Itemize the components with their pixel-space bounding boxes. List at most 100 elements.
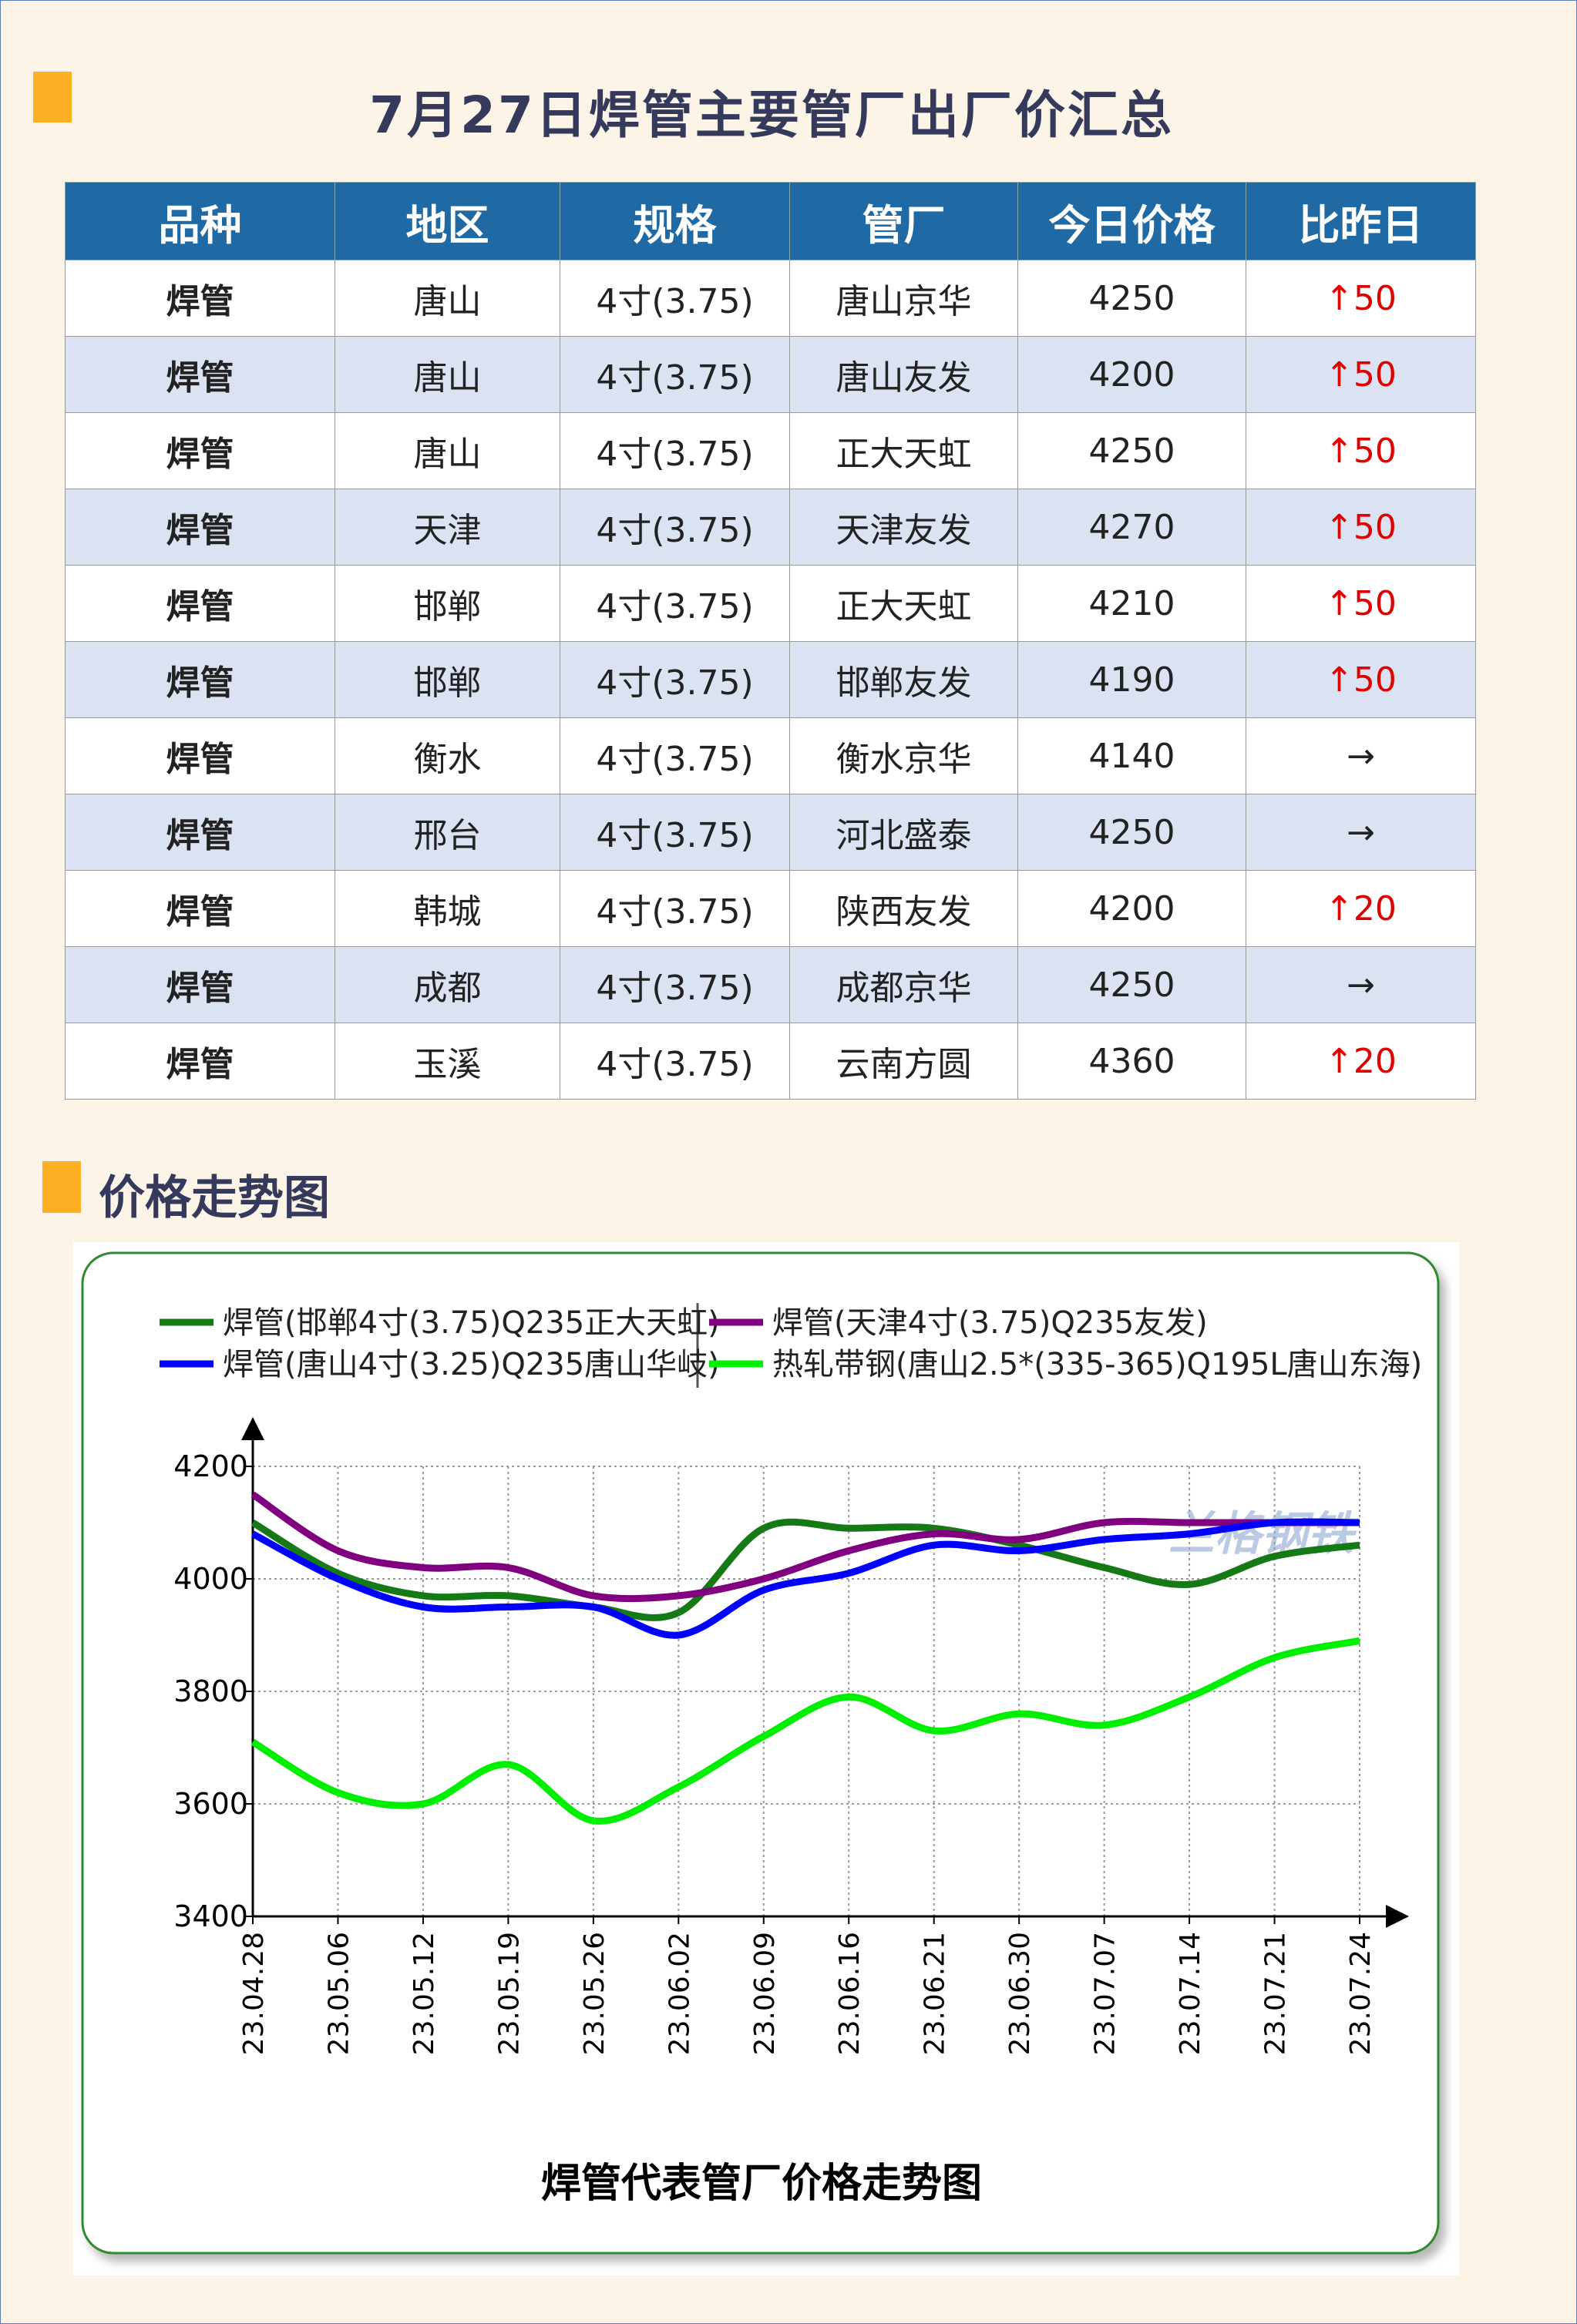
y-tick-label: 3800	[173, 1674, 248, 1708]
table-cell: ↑20	[1246, 870, 1476, 947]
table-row: 焊管 邯郸 4寸(3.75) 邯郸友发 4190 ↑50	[65, 641, 1476, 718]
table-cell: 陕西友发	[789, 870, 1018, 947]
y-tick-label: 3400	[173, 1899, 248, 1933]
chart-frame	[81, 1251, 1440, 2255]
table-cell: 4寸(3.75)	[560, 946, 790, 1023]
table-cell: 衡水京华	[789, 717, 1018, 794]
legend-label: 焊管(邯郸4寸(3.75)Q235正大天虹)	[223, 1305, 720, 1341]
line-series	[251, 1518, 1360, 1621]
chart: 兰格钢铁 23.04.28 23.05.06 23.05.12 23.05.19 23.…	[73, 1242, 1459, 2275]
x-tick-label: 23.06.21	[920, 1932, 951, 2055]
table-row: 焊管 成都 4寸(3.75) 成都京华 4250 →	[65, 946, 1476, 1023]
table-cell: 唐山京华	[789, 260, 1018, 337]
table-cell: 4270	[1017, 489, 1246, 566]
table-row: 焊管 天津 4寸(3.75) 天津友发 4270 ↑50	[65, 489, 1476, 566]
table-cell: 焊管	[65, 489, 335, 566]
table-cell: 4200	[1017, 336, 1246, 413]
table-row: 焊管 韩城 4寸(3.75) 陕西友发 4200 ↑20	[65, 870, 1476, 947]
table-cell: 成都	[335, 946, 560, 1023]
table-row: 焊管 邢台 4寸(3.75) 河北盛泰 4250 →	[65, 794, 1476, 871]
table-cell: 焊管	[65, 717, 335, 794]
table-cell: 焊管	[65, 870, 335, 947]
table-row: 焊管 唐山 4寸(3.75) 唐山友发 4200 ↑50	[65, 336, 1476, 413]
table-cell: 邢台	[335, 794, 560, 871]
column-header: 比昨日	[1246, 182, 1476, 260]
table-cell: 玉溪	[335, 1023, 560, 1100]
table-cell: ↑50	[1246, 489, 1476, 566]
table-cell: →	[1246, 946, 1476, 1023]
table-cell: 4140	[1017, 717, 1246, 794]
column-header: 今日价格	[1017, 182, 1246, 260]
table-cell: ↑50	[1246, 565, 1476, 642]
table-cell: 衡水	[335, 717, 560, 794]
table-cell: 4寸(3.75)	[560, 336, 790, 413]
table-row: 焊管 玉溪 4寸(3.75) 云南方圆 4360 ↑20	[65, 1023, 1476, 1100]
column-header: 规格	[560, 182, 790, 260]
table-cell: 正大天虹	[789, 565, 1018, 642]
table-cell: 4寸(3.75)	[560, 1023, 790, 1100]
table-cell: 4寸(3.75)	[560, 641, 790, 718]
table-cell: 焊管	[65, 260, 335, 337]
price-table: 品种 地区 规格 管厂 今日价格 比昨日 焊管 唐山 4寸(3.75) 唐山京华 4250 ↑50 焊…	[65, 182, 1476, 1100]
title-marker	[33, 72, 72, 123]
table-row: 焊管 唐山 4寸(3.75) 正大天虹 4250 ↑50	[65, 412, 1476, 489]
table-cell: 天津	[335, 489, 560, 566]
table-cell: 焊管	[65, 641, 335, 718]
x-tick-label: 23.07.14	[1175, 1932, 1206, 2055]
table-cell: 4250	[1017, 946, 1246, 1023]
table-cell: 唐山	[335, 260, 560, 337]
table-cell: ↑50	[1246, 641, 1476, 718]
table-cell: 焊管	[65, 336, 335, 413]
table-cell: 焊管	[65, 794, 335, 871]
table-cell: →	[1246, 794, 1476, 871]
table-cell: 焊管	[65, 1023, 335, 1100]
table-cell: 4寸(3.75)	[560, 794, 790, 871]
line-series	[251, 1491, 1360, 1603]
x-tick-label: 23.06.16	[834, 1932, 866, 2055]
table-cell: 4250	[1017, 794, 1246, 871]
x-tick-label: 23.05.12	[409, 1932, 440, 2055]
table-header: 品种 地区 规格 管厂 今日价格 比昨日	[65, 182, 1476, 260]
x-tick-label: 23.05.26	[579, 1932, 610, 2055]
table-row: 焊管 邯郸 4寸(3.75) 正大天虹 4210 ↑50	[65, 565, 1476, 642]
table-cell: 4寸(3.75)	[560, 565, 790, 642]
table-cell: 4200	[1017, 870, 1246, 947]
legend-label: 焊管(唐山4寸(3.25)Q235唐山华岐)	[223, 1347, 720, 1382]
x-tick-label: 23.06.09	[749, 1932, 781, 2055]
column-header: 地区	[335, 182, 560, 260]
section-marker	[42, 1161, 81, 1213]
column-header: 管厂	[789, 182, 1018, 260]
table-cell: 邯郸友发	[789, 641, 1018, 718]
table-cell: ↑50	[1246, 260, 1476, 337]
table-cell: 唐山	[335, 412, 560, 489]
table-cell: 4寸(3.75)	[560, 717, 790, 794]
page-title: 7月27日焊管主要管厂出厂价汇总	[369, 86, 1174, 145]
section-title: 价格走势图	[99, 1171, 330, 1225]
table-cell: ↑50	[1246, 336, 1476, 413]
table-cell: 焊管	[65, 946, 335, 1023]
table-cell: 4210	[1017, 565, 1246, 642]
legend-label: 焊管(天津4寸(3.75)Q235友发)	[772, 1305, 1208, 1341]
x-tick-label: 23.04.28	[238, 1932, 270, 2055]
table-cell: 4250	[1017, 260, 1246, 337]
y-tick-label: 4000	[173, 1562, 248, 1596]
table-cell: 焊管	[65, 412, 335, 489]
table-cell: 4寸(3.75)	[560, 870, 790, 947]
table-cell: 天津友发	[789, 489, 1018, 566]
table-cell: 4寸(3.75)	[560, 412, 790, 489]
line-series	[251, 1518, 1360, 1639]
table-cell: 唐山友发	[789, 336, 1018, 413]
table-row: 焊管 衡水 4寸(3.75) 衡水京华 4140 →	[65, 717, 1476, 794]
x-tick-label: 23.07.07	[1090, 1932, 1121, 2055]
table-cell: 邯郸	[335, 565, 560, 642]
table-row: 焊管 唐山 4寸(3.75) 唐山京华 4250 ↑50	[65, 260, 1476, 337]
chart-title: 焊管代表管厂价格走势图	[541, 2161, 982, 2207]
x-tick-label: 23.06.30	[1004, 1932, 1036, 2055]
table-cell: 正大天虹	[789, 412, 1018, 489]
table-cell: 4寸(3.75)	[560, 489, 790, 566]
y-tick-label: 4200	[173, 1449, 248, 1483]
table-cell: 云南方圆	[789, 1023, 1018, 1100]
table-cell: 河北盛泰	[789, 794, 1018, 871]
line-series	[251, 1637, 1360, 1825]
